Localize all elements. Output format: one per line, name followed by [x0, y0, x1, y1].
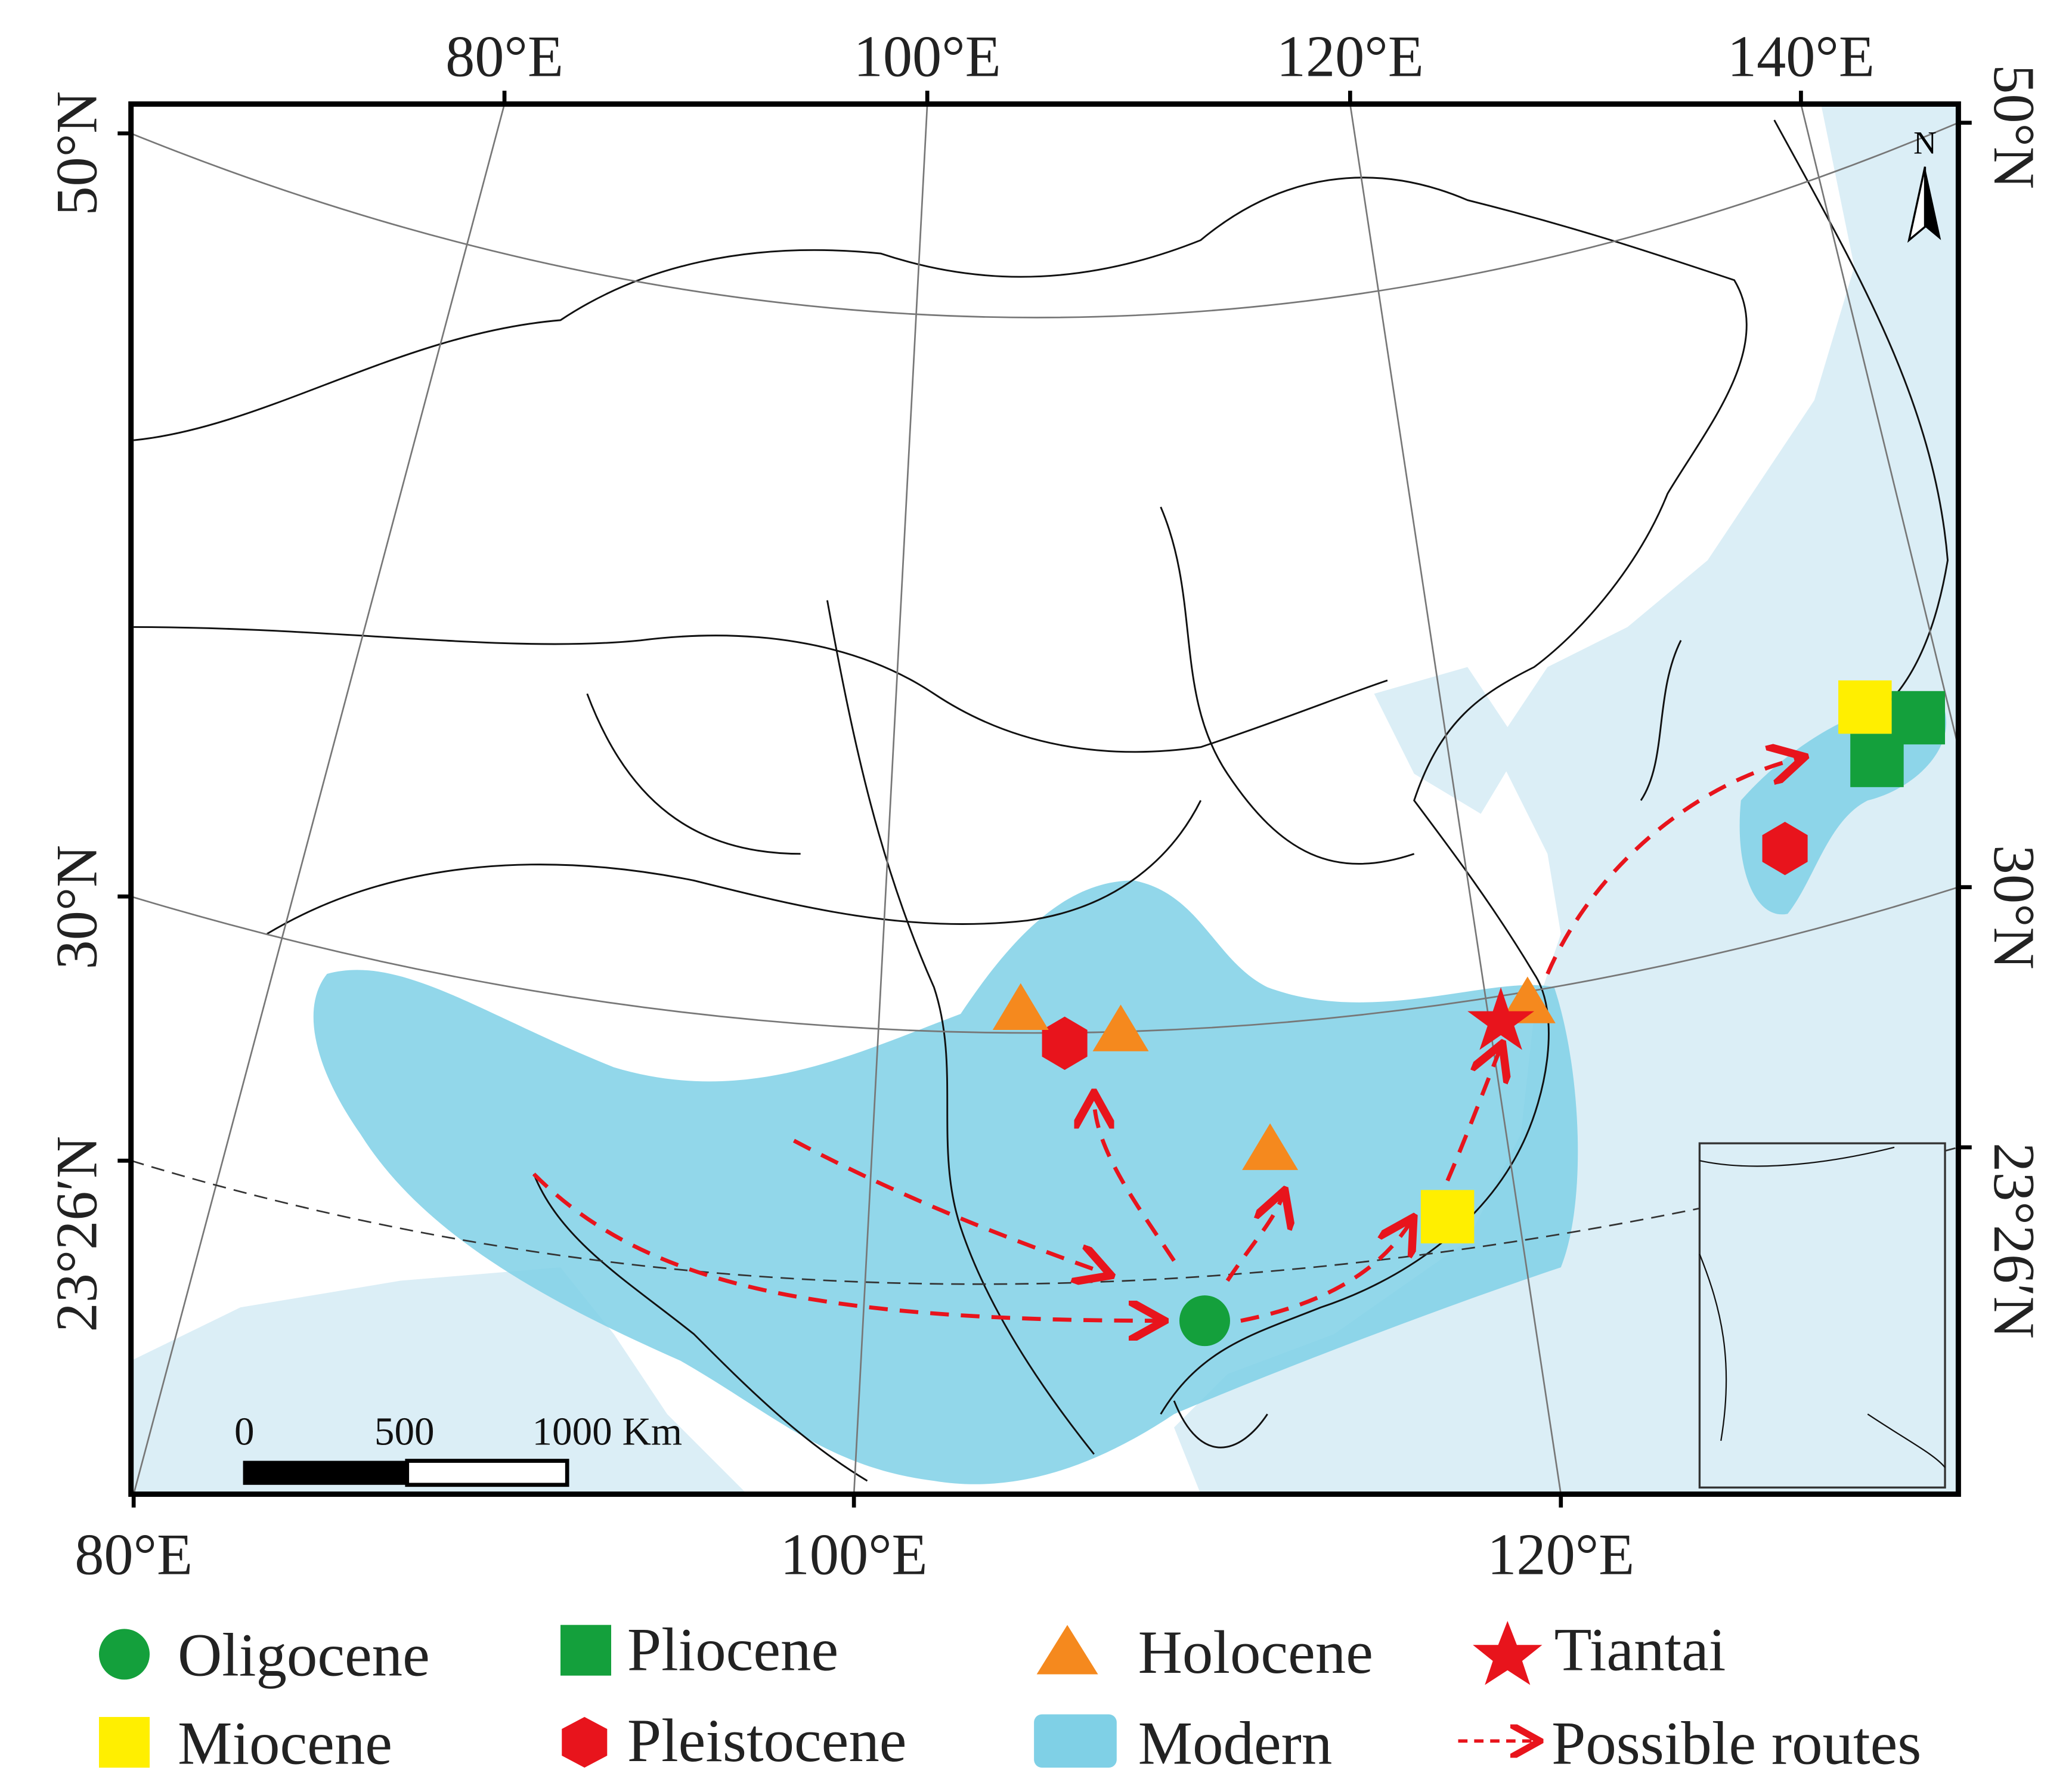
lat-label: 30°N: [1981, 845, 2046, 970]
legend-label: Pliocene: [627, 1616, 838, 1684]
scale-label: 1000 Km: [532, 1409, 682, 1454]
lon-label: 140°E: [1727, 24, 1875, 89]
legend-label: Miocene: [178, 1709, 392, 1773]
legend-label: Possible routes: [1551, 1709, 1921, 1773]
scale-label: 500: [374, 1409, 435, 1454]
legend-label: Tiantai: [1554, 1616, 1726, 1684]
north-label: N: [1913, 125, 1937, 160]
lon-label: 120°E: [1277, 24, 1424, 89]
legend-label: Holocene: [1138, 1619, 1373, 1687]
lat-label: 50°N: [45, 91, 110, 216]
lon-label: 100°E: [781, 1523, 928, 1588]
legend-label: Pleistocene: [627, 1707, 907, 1773]
legend-label: Oligocene: [178, 1622, 430, 1690]
lat-label: 23°26′N: [45, 1136, 110, 1332]
scale-label: 0: [234, 1409, 255, 1454]
lat-label: 23°26′N: [1981, 1143, 2046, 1339]
lon-label: 120°E: [1487, 1523, 1634, 1588]
map-body: 0 500 1000 Km N: [131, 104, 1959, 1494]
lat-label: 50°N: [1981, 64, 2046, 189]
lon-label: 80°E: [75, 1523, 193, 1588]
legend: Oligocene Pliocene Holocene Tiantai Mioc…: [98, 1616, 1921, 1773]
lat-label: 30°N: [45, 845, 110, 970]
lon-label: 80°E: [445, 24, 563, 89]
legend-label: Modern: [1138, 1709, 1333, 1773]
lon-label: 100°E: [854, 24, 1001, 89]
